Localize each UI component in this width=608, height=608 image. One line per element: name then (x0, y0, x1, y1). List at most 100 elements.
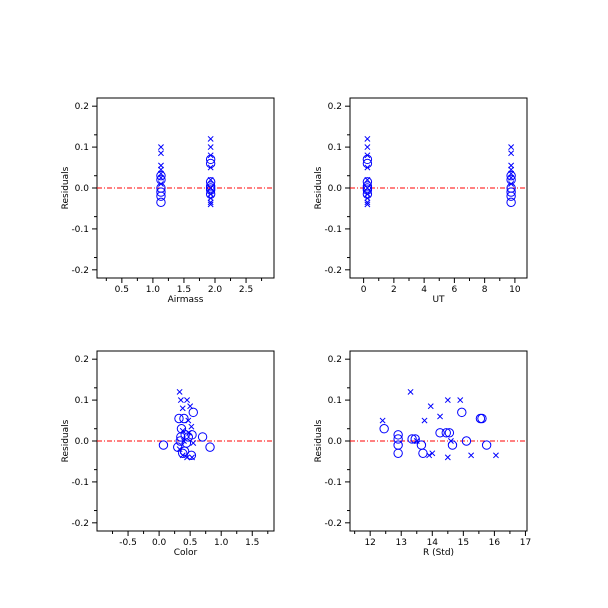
data-point-circle (393, 430, 403, 440)
data-point-cross (364, 199, 371, 206)
data-point-circle (156, 171, 166, 181)
y-axis-label: Residuals (61, 419, 71, 462)
cross-stroke (179, 427, 186, 434)
x-tick-label: 17 (520, 538, 531, 548)
x-tick-label: 2 (391, 285, 397, 295)
y-tick-label: 0.2 (75, 355, 89, 365)
cross-stroke (179, 452, 186, 459)
cross-stroke (427, 403, 434, 410)
data-point-cross (468, 452, 475, 459)
chart-panel: -0.2 -0.1 0.0 0.1 0.2 12 13 14 15 16 17 R (Std) Resi… (314, 350, 531, 558)
data-point-cross (364, 152, 371, 159)
cross-stroke (444, 454, 451, 461)
data-point-cross (158, 144, 164, 151)
data-point-cross (364, 201, 371, 208)
cross-stroke (188, 423, 195, 430)
data-point-circle (187, 430, 197, 440)
chart-panel: -0.2 -0.1 0.0 0.1 0.2 0.5 1.0 1.5 2.0 2.5 Airmass R… (61, 97, 275, 305)
data-point-circle (156, 197, 166, 208)
cross-stroke (158, 144, 164, 151)
data-point-cross (437, 413, 444, 420)
cross-stroke (158, 180, 164, 187)
cross-stroke (457, 397, 464, 404)
data-point-cross (176, 446, 183, 453)
data-point-cross (207, 201, 214, 208)
data-point-circle (481, 440, 492, 450)
x-tick-label: 1.5 (177, 285, 191, 295)
data-point-cross (508, 174, 515, 181)
y-tick-label: -0.2 (71, 266, 89, 276)
data-point-circle (506, 191, 516, 201)
cross-stroke (179, 405, 186, 412)
y-tick-label: -0.1 (71, 478, 89, 488)
cross-stroke (407, 388, 414, 395)
x-tick-label: 12 (364, 538, 375, 548)
data-point-circle (418, 448, 428, 458)
cross-stroke (185, 429, 192, 436)
cross-stroke (207, 176, 214, 183)
y-tick-label: 0.1 (328, 143, 342, 153)
x-tick-label: 14 (427, 538, 439, 548)
data-point-cross (379, 417, 386, 424)
cross-stroke (437, 413, 444, 420)
y-tick-label: -0.1 (324, 478, 342, 488)
data-point-circle (158, 440, 169, 450)
cross-stroke (207, 201, 214, 208)
x-tick-label: 0.5 (115, 285, 129, 295)
data-point-cross (407, 388, 414, 395)
y-tick-label: 0.2 (75, 102, 89, 112)
cross-stroke (413, 438, 420, 444)
data-point-circle (393, 434, 403, 444)
x-tick-label: -0.5 (119, 538, 137, 548)
y-tick-label: -0.2 (324, 519, 342, 529)
data-point-circle (156, 187, 166, 197)
data-point-circle (506, 187, 516, 197)
data-point-cross (207, 199, 214, 206)
y-tick-label: 0.1 (328, 396, 342, 406)
data-point-circle (156, 191, 166, 201)
data-point-circle (179, 413, 189, 424)
cross-stroke (421, 417, 428, 424)
x-axis-label: R (Std) (423, 548, 454, 558)
cross-stroke (207, 152, 214, 159)
y-tick-label: 0.1 (75, 396, 89, 406)
data-point-circle (506, 171, 516, 181)
data-point-circle (178, 448, 188, 458)
cross-stroke (508, 144, 515, 151)
cross-stroke (176, 446, 183, 453)
x-tick-label: 0.5 (183, 538, 197, 548)
data-point-cross (179, 452, 186, 459)
data-point-circle (186, 450, 197, 461)
cross-stroke (207, 135, 214, 142)
data-point-cross (444, 454, 451, 461)
data-point-circle (447, 440, 458, 450)
cross-stroke (187, 403, 194, 410)
data-point-cross (508, 180, 515, 187)
data-point-circle (441, 428, 451, 438)
cross-stroke (364, 144, 371, 151)
data-point-cross (444, 397, 451, 404)
data-point-cross (364, 164, 371, 171)
x-tick-label: 1.0 (214, 538, 229, 548)
cross-stroke (364, 152, 371, 159)
data-point-cross (207, 185, 214, 191)
data-point-cross (508, 150, 515, 157)
data-point-circle (393, 440, 403, 450)
x-tick-label: 16 (489, 538, 501, 548)
cross-stroke (184, 397, 191, 404)
x-tick-label: 0 (361, 285, 367, 295)
x-tick-label: 13 (396, 538, 407, 548)
data-point-circle (457, 407, 467, 418)
data-point-circle (461, 436, 472, 446)
cross-stroke (364, 135, 371, 142)
y-axis-label: Residuals (61, 166, 71, 209)
cross-stroke (184, 454, 191, 461)
cross-stroke (492, 452, 499, 459)
data-point-circle (393, 448, 403, 458)
y-axis-label: Residuals (314, 419, 324, 462)
data-point-cross (364, 135, 371, 142)
data-point-circle (174, 413, 184, 424)
data-point-circle (407, 434, 417, 444)
y-tick-label: -0.2 (71, 519, 89, 529)
